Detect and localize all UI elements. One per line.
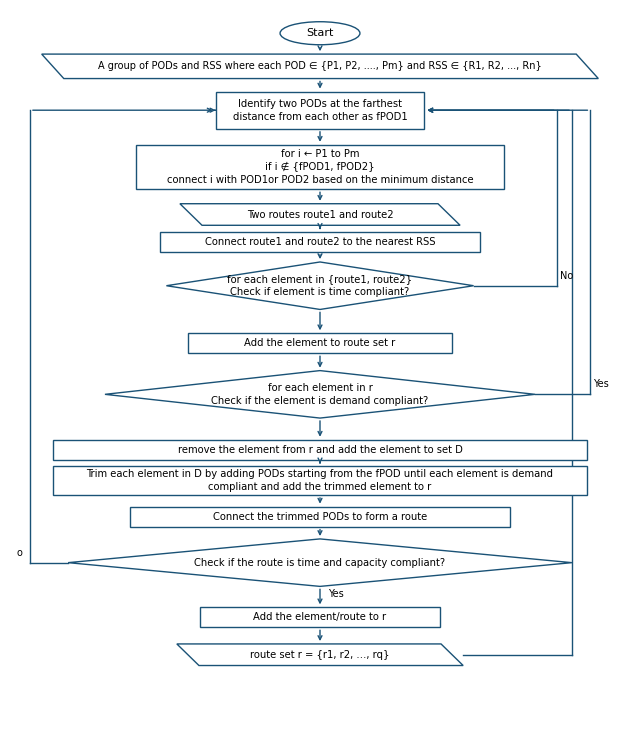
Text: Check if the route is time and capacity compliant?: Check if the route is time and capacity … — [195, 558, 445, 567]
Bar — [52, 466, 588, 495]
Text: route set r = {r1, r2, …, rq}: route set r = {r1, r2, …, rq} — [250, 650, 390, 660]
Polygon shape — [105, 371, 535, 418]
Text: Connect route1 and route2 to the nearest RSS: Connect route1 and route2 to the nearest… — [205, 237, 435, 247]
Bar — [136, 145, 504, 189]
Text: Identify two PODs at the farthest
distance from each other as fPOD1: Identify two PODs at the farthest distan… — [232, 98, 408, 122]
Bar — [160, 232, 480, 252]
Text: Connect the trimmed PODs to form a route: Connect the trimmed PODs to form a route — [213, 512, 427, 522]
Polygon shape — [166, 262, 474, 310]
Ellipse shape — [280, 22, 360, 45]
Text: Two routes route1 and route2: Two routes route1 and route2 — [246, 209, 394, 219]
Bar — [52, 440, 588, 459]
Text: o: o — [17, 548, 22, 558]
Polygon shape — [177, 644, 463, 666]
Text: Add the element/route to r: Add the element/route to r — [253, 612, 387, 622]
Polygon shape — [180, 204, 460, 225]
Bar — [129, 506, 511, 527]
Text: for each element in {route1, route2}
Check if element is time compliant?: for each element in {route1, route2} Che… — [227, 274, 413, 297]
Bar — [200, 607, 440, 628]
Bar — [188, 333, 452, 353]
Text: Yes: Yes — [328, 589, 344, 599]
Text: Trim each element in D by adding PODs starting from the fPOD until each element : Trim each element in D by adding PODs st… — [86, 469, 554, 493]
Text: Yes: Yes — [593, 379, 609, 389]
Text: No: No — [559, 271, 573, 280]
Text: for each element in r
Check if the element is demand compliant?: for each element in r Check if the eleme… — [211, 382, 429, 406]
Text: Add the element to route set r: Add the element to route set r — [244, 338, 396, 348]
Text: Start: Start — [307, 28, 333, 38]
Text: A group of PODs and RSS where each POD ∈ {P1, P2, ...., Pm} and RSS ∈ {R1, R2, .: A group of PODs and RSS where each POD ∈… — [98, 62, 542, 71]
Bar — [216, 92, 424, 129]
Text: remove the element from r and add the element to set D: remove the element from r and add the el… — [177, 445, 463, 455]
Text: for i ← P1 to Pm
if i ∉ {fPOD1, fPOD2}
connect i with POD1or POD2 based on the m: for i ← P1 to Pm if i ∉ {fPOD1, fPOD2} c… — [166, 149, 474, 186]
Polygon shape — [42, 54, 598, 79]
Polygon shape — [68, 539, 572, 586]
